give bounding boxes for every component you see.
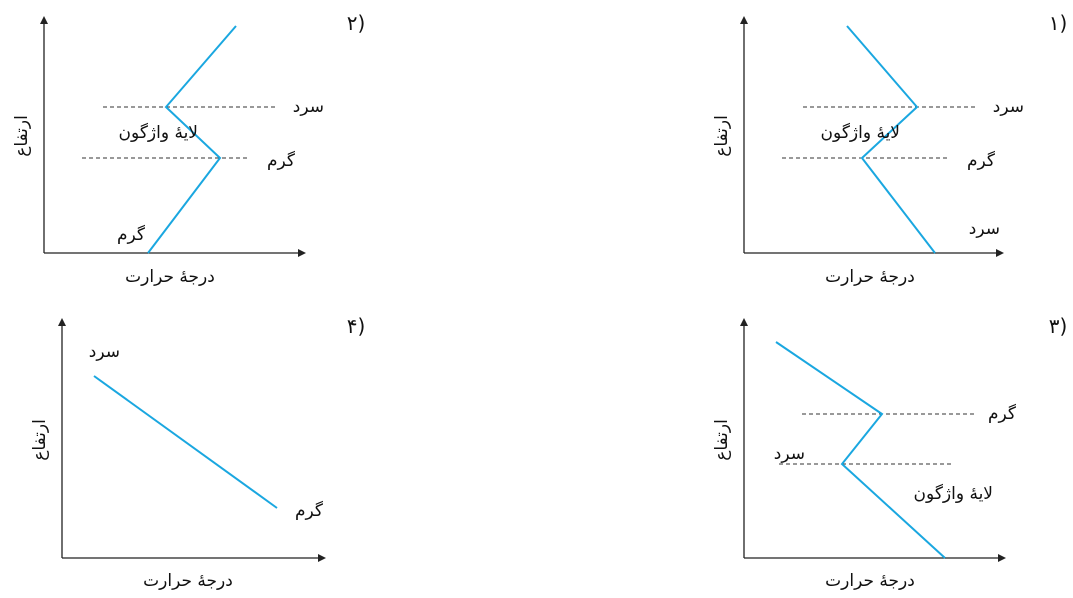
panel-1-number: ۱): [1049, 11, 1068, 35]
panel-4-top-label: سرد: [89, 342, 120, 362]
panel-1: ۱) ارتفاع درجهٔ حرارت سرد لایهٔ واژگون گ…: [712, 11, 1067, 287]
panel-2-temperature-profile: [147, 25, 237, 254]
panel-3-x-label: درجهٔ حرارت: [825, 571, 915, 591]
panel-2-y-label: ارتفاع: [12, 115, 32, 157]
panel-1-inversion-label: لایهٔ واژگون: [821, 122, 900, 143]
panel-4: ۴) ارتفاع درجهٔ حرارت سرد گرم: [30, 314, 365, 591]
panel-2-inversion-label: لایهٔ واژگون: [119, 122, 198, 143]
panel-2: ۲) ارتفاع درجهٔ حرارت سرد لایهٔ واژگون گ…: [12, 11, 365, 287]
panel-3-y-label: ارتفاع: [712, 419, 732, 461]
panel-3-number: ۳): [1049, 314, 1068, 338]
panel-4-y-label: ارتفاع: [30, 419, 50, 461]
panel-1-bottom-label: سرد: [969, 219, 1000, 239]
panel-1-x-label: درجهٔ حرارت: [825, 267, 915, 287]
panel-2-lower-label: گرم: [267, 150, 296, 171]
panel-2-upper-label: سرد: [293, 97, 324, 117]
panel-3-lower-label: سرد: [774, 444, 805, 464]
panel-3: ۳) ارتفاع درجهٔ حرارت گرم سرد لایهٔ واژگ…: [712, 314, 1067, 591]
panel-2-bottom-label: گرم: [117, 224, 146, 245]
panel-1-temperature-profile: [846, 25, 936, 254]
panel-1-y-label: ارتفاع: [712, 115, 732, 157]
panel-2-x-label: درجهٔ حرارت: [125, 267, 215, 287]
panel-4-x-label: درجهٔ حرارت: [143, 571, 233, 591]
panel-1-upper-label: سرد: [993, 97, 1024, 117]
panel-3-inversion-label: لایهٔ واژگون: [914, 483, 993, 504]
panel-4-temperature-profile: [93, 375, 278, 509]
panel-2-number: ۲): [347, 11, 366, 35]
panel-3-upper-label: گرم: [988, 403, 1017, 424]
panel-1-lower-label: گرم: [967, 150, 996, 171]
panel-4-number: ۴): [347, 314, 366, 338]
panel-3-temperature-profile: [775, 341, 946, 559]
panel-4-bottom-label: گرم: [295, 500, 324, 521]
